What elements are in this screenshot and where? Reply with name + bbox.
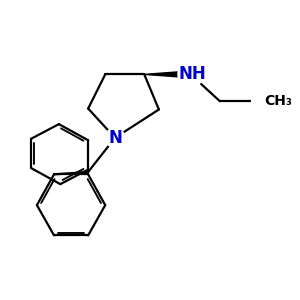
- Text: NH: NH: [179, 65, 206, 83]
- Circle shape: [178, 62, 203, 87]
- Polygon shape: [144, 71, 190, 78]
- Text: CH₃: CH₃: [264, 94, 292, 108]
- Circle shape: [105, 128, 125, 148]
- Circle shape: [252, 97, 260, 105]
- Text: N: N: [108, 129, 122, 147]
